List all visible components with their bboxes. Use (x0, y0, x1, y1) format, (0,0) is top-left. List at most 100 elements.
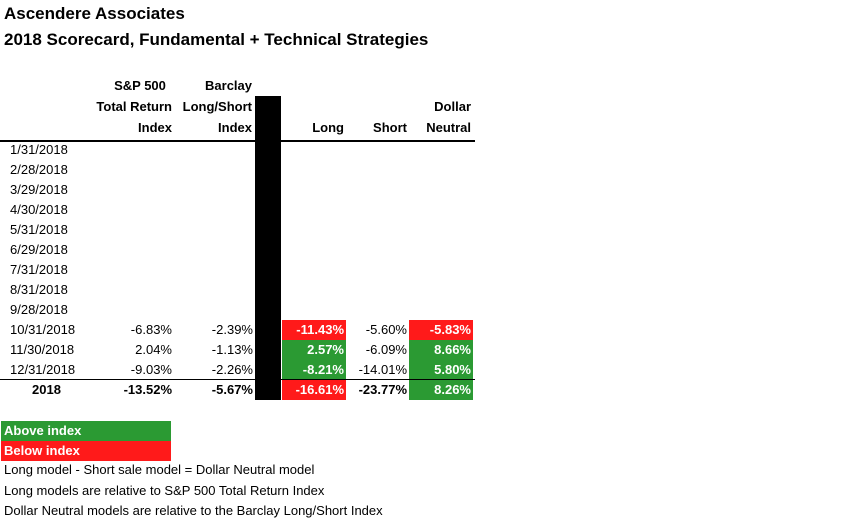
row-long (282, 180, 346, 200)
report-title: Ascendere Associates (4, 4, 185, 23)
header-barclay-line3: Index (218, 120, 252, 135)
header-divider (0, 140, 475, 142)
row-sp500 (94, 160, 172, 180)
row-long (282, 220, 346, 240)
header-long: Long (312, 120, 344, 135)
total-long: -16.61% (282, 380, 346, 400)
row-barclay: -2.26% (211, 362, 253, 377)
total-barclay: -5.67% (211, 382, 253, 397)
row-long: -8.21% (282, 360, 346, 380)
row-date: 10/31/2018 (10, 322, 76, 337)
row-long (282, 200, 346, 220)
row-date: 11/30/2018 (10, 342, 75, 357)
table-row: 2/28/2018 (0, 160, 475, 180)
total-row: 2018 -13.52% -5.67% -16.61% -23.77% 8.26… (0, 380, 475, 400)
row-dollar-neutral (409, 160, 473, 180)
row-barclay (172, 180, 253, 200)
total-divider (0, 379, 475, 380)
table-row: 7/31/2018 (0, 260, 475, 280)
header-barclay-line1: Barclay (205, 78, 252, 93)
total-label: 2018 (32, 382, 61, 397)
total-sp500: -13.52% (123, 382, 172, 397)
row-short (346, 180, 409, 200)
table-row: 5/31/2018 (0, 220, 475, 240)
row-short (346, 300, 409, 320)
legend-above-index: Above index (1, 421, 171, 441)
row-barclay (172, 160, 253, 180)
header-sp500-line2: Total Return (96, 99, 172, 114)
row-long (282, 240, 346, 260)
note-1: Long model - Short sale model = Dollar N… (4, 462, 315, 477)
row-short (346, 160, 409, 180)
row-dollar-neutral (409, 240, 473, 260)
row-long (282, 300, 346, 320)
row-short (346, 200, 409, 220)
row-barclay: -1.13% (211, 342, 253, 357)
separator-column (255, 96, 281, 400)
row-barclay: -2.39% (211, 322, 253, 337)
row-long (282, 140, 346, 160)
report-subtitle: 2018 Scorecard, Fundamental + Technical … (4, 30, 429, 49)
header-sp500-line3: Index (138, 120, 172, 135)
row-barclay (172, 200, 253, 220)
header-barclay-line2: Long/Short (182, 99, 252, 114)
row-date: 2/28/2018 (10, 162, 68, 177)
row-date: 1/31/2018 (10, 142, 68, 157)
row-barclay (172, 240, 253, 260)
table-row: 1/31/2018 (0, 140, 475, 160)
row-sp500 (94, 280, 172, 300)
table-row: 3/29/2018 (0, 180, 475, 200)
row-date: 7/31/2018 (10, 262, 68, 277)
header-dollar-neutral-line2: Neutral (426, 120, 471, 135)
row-long: -11.43% (282, 320, 346, 340)
row-barclay (172, 260, 253, 280)
row-long (282, 260, 346, 280)
table-row: 9/28/2018 (0, 300, 475, 320)
row-short: -5.60% (365, 322, 407, 337)
row-barclay (172, 280, 253, 300)
row-short (346, 280, 409, 300)
table-row: 6/29/2018 (0, 240, 475, 260)
row-dollar-neutral (409, 300, 473, 320)
header-short: Short (373, 120, 407, 135)
row-sp500: -6.83% (130, 322, 172, 337)
row-sp500 (94, 220, 172, 240)
header-dollar-neutral-line1: Dollar (434, 99, 471, 114)
row-date: 8/31/2018 (10, 282, 68, 297)
row-sp500 (94, 260, 172, 280)
row-dollar-neutral (409, 180, 473, 200)
total-short: -23.77% (358, 382, 407, 397)
row-dollar-neutral: -5.83% (409, 320, 473, 340)
row-sp500 (94, 180, 172, 200)
row-date: 6/29/2018 (10, 242, 68, 257)
row-dollar-neutral (409, 140, 473, 160)
row-date: 4/30/2018 (10, 202, 68, 217)
row-sp500: 2.04% (135, 342, 172, 357)
row-dollar-neutral (409, 200, 473, 220)
table-row: 8/31/2018 (0, 280, 475, 300)
row-dollar-neutral: 8.66% (409, 340, 473, 360)
row-short: -6.09% (365, 342, 407, 357)
row-sp500 (94, 140, 172, 160)
row-sp500 (94, 240, 172, 260)
row-long (282, 280, 346, 300)
row-short (346, 140, 409, 160)
total-dollar-neutral: 8.26% (409, 380, 473, 400)
row-dollar-neutral (409, 280, 473, 300)
note-3: Dollar Neutral models are relative to th… (4, 503, 383, 518)
row-barclay (172, 140, 253, 160)
row-dollar-neutral (409, 220, 473, 240)
row-barclay (172, 220, 253, 240)
row-dollar-neutral: 5.80% (409, 360, 473, 380)
row-date: 9/28/2018 (10, 302, 68, 317)
table-row: 12/31/2018 -9.03% -2.26% -8.21% -14.01% 5.80% (0, 360, 475, 380)
row-short (346, 260, 409, 280)
row-barclay (172, 300, 253, 320)
header-sp500-line1: S&P 500 (114, 78, 166, 93)
row-sp500: -9.03% (130, 362, 172, 377)
row-dollar-neutral (409, 260, 473, 280)
note-2: Long models are relative to S&P 500 Tota… (4, 483, 325, 498)
row-sp500 (94, 300, 172, 320)
row-long: 2.57% (282, 340, 346, 360)
row-short (346, 240, 409, 260)
